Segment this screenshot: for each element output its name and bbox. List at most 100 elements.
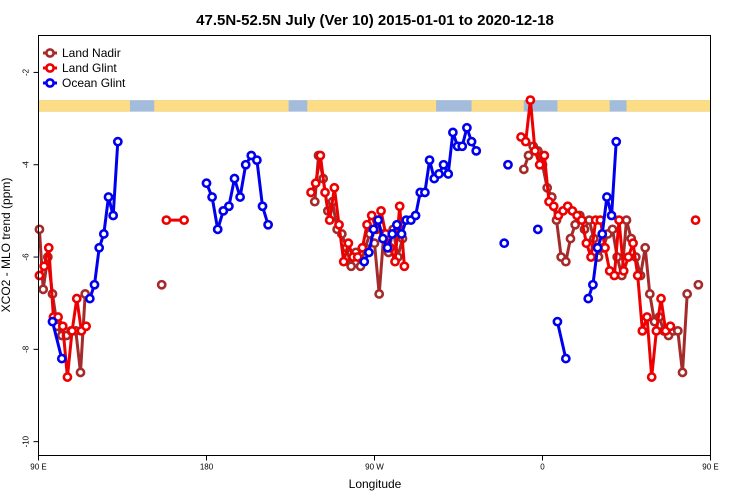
data-point (457, 141, 468, 152)
data-point (410, 210, 421, 221)
data-point (112, 136, 123, 147)
data-point (438, 159, 449, 170)
series-land-nadir (34, 141, 704, 378)
data-point (644, 289, 655, 299)
data-point (103, 192, 114, 202)
data-point (108, 210, 119, 221)
data-point (424, 155, 435, 166)
data-point (609, 270, 620, 281)
data-point (419, 187, 430, 198)
data-point (651, 325, 662, 336)
data-point (229, 173, 240, 184)
data-point (263, 219, 273, 230)
data-point (390, 256, 400, 267)
data-point (646, 372, 657, 382)
series-line (555, 321, 568, 359)
land-band (307, 100, 437, 112)
data-point (637, 325, 648, 336)
data-point (665, 321, 676, 332)
data-point (374, 289, 385, 299)
data-point (597, 229, 608, 239)
data-point (201, 178, 212, 189)
data-point (362, 219, 372, 230)
data-point (682, 289, 693, 299)
data-point (346, 261, 357, 272)
data-point (606, 210, 617, 221)
data-point (632, 270, 643, 281)
data-point (614, 215, 624, 226)
data-point (503, 159, 513, 170)
data-point (396, 229, 407, 239)
data-point (161, 215, 172, 226)
data-point (43, 242, 54, 253)
data-point (628, 238, 638, 249)
data-point (94, 242, 105, 253)
data-point (677, 367, 688, 378)
data-point (672, 325, 683, 336)
data-point (329, 182, 340, 193)
y-axis-label: XCO2 - MLO trend (ppm) (0, 178, 13, 313)
data-point (621, 215, 632, 226)
data-point (57, 321, 68, 332)
y-tick-label: -4 (22, 161, 31, 169)
data-point (560, 256, 571, 267)
x-tick-label: 90 W (365, 463, 384, 472)
data-point (56, 353, 67, 364)
data-point (363, 247, 374, 258)
legend-marker (45, 48, 55, 58)
data-point (315, 150, 326, 161)
data-point (34, 270, 45, 281)
data-point (334, 219, 344, 230)
data-point (366, 210, 377, 221)
data-point (47, 316, 58, 327)
data-point (539, 150, 550, 161)
data-point (382, 242, 393, 253)
land-band (626, 100, 711, 112)
data-point (156, 279, 167, 290)
data-point (548, 201, 559, 212)
data-point (324, 215, 335, 226)
chart-title: 47.5N-52.5N July (Ver 10) 2015-01-01 to … (196, 12, 554, 29)
data-point (640, 242, 651, 253)
data-point (570, 219, 581, 230)
data-point (520, 136, 531, 147)
data-point (235, 192, 245, 202)
data-point (240, 159, 251, 170)
data-point (618, 265, 629, 276)
legend-label: Ocean Glint (62, 76, 126, 90)
data-point (534, 159, 545, 170)
data-point (179, 215, 189, 226)
data-point (565, 233, 576, 244)
legend-marker (45, 78, 55, 88)
y-tick-label: -10 (22, 435, 31, 447)
series-line (313, 154, 404, 296)
data-point (251, 155, 262, 166)
data-point (38, 284, 49, 295)
data-point (75, 367, 86, 378)
data-point (376, 205, 386, 216)
y-tick-label: -2 (22, 68, 31, 76)
data-point (471, 145, 482, 156)
data-point (602, 192, 612, 202)
data-point (552, 316, 563, 327)
data-point (690, 215, 701, 226)
x-tick-label: 90 E (702, 463, 718, 472)
data-point (391, 219, 402, 230)
data-point (433, 169, 444, 179)
series-line (205, 154, 270, 231)
data-point (89, 279, 100, 290)
data-point (343, 238, 354, 249)
data-point (223, 201, 234, 212)
legend-label: Land Glint (62, 61, 117, 75)
data-point (309, 196, 320, 207)
data-point (377, 233, 388, 244)
y-tick-label: -6 (22, 253, 31, 261)
data-point (576, 215, 587, 226)
data-point (98, 229, 109, 239)
data-point (693, 279, 704, 290)
data-point (607, 224, 618, 235)
data-point (600, 242, 610, 253)
data-point (399, 261, 410, 272)
x-tick-label: 0 (540, 463, 545, 472)
